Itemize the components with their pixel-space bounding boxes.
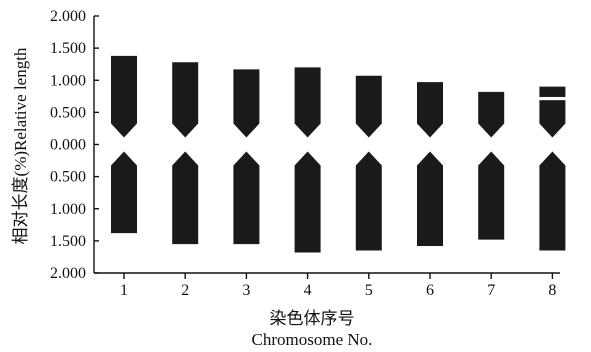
y-tick-label: 1.500: [50, 233, 86, 250]
chromosome-bars: [111, 55, 567, 253]
x-axis-title-cn: 染色体序号: [270, 309, 355, 328]
y-tick-label: 1.500: [50, 40, 86, 57]
chromosome-short-arm: [294, 67, 321, 138]
y-axis-title: 相对长度(%)Relative length: [11, 47, 30, 244]
x-tick-label: 6: [426, 282, 434, 299]
chromosome-short-arm: [417, 82, 443, 138]
x-tick-label: 4: [304, 282, 312, 299]
chromosome-short-arm: [539, 86, 566, 138]
x-axis-title-en: Chromosome No.: [252, 330, 373, 349]
y-tick-label: 1.000: [50, 72, 86, 89]
x-tick-label: 3: [242, 282, 250, 299]
x-tick-label: 1: [120, 282, 128, 299]
chromosome-long-arm: [355, 151, 382, 251]
y-axis-ticks: 2.000 1.500 1.000 0.500 0.000 0.500 1.000 1.500…: [50, 8, 99, 282]
chromosome-long-arm: [294, 151, 321, 253]
x-tick-label: 2: [181, 282, 189, 299]
chromosome-long-arm: [111, 151, 137, 234]
y-tick-label: 2.000: [50, 8, 86, 25]
chromosome-long-arm: [233, 151, 260, 245]
y-tick-label: 1.000: [50, 201, 86, 218]
satellite-constriction: [538, 96, 567, 101]
chromosome-long-arm: [478, 151, 505, 240]
x-axis-ticks: 1 2 3 4 5 6 7 8: [120, 273, 556, 299]
chromosome-short-arm: [478, 91, 505, 138]
chromosome-long-arm: [417, 151, 443, 247]
chromosome-short-arm: [233, 69, 260, 138]
chromosome-long-arm: [172, 151, 199, 245]
chromosome-short-arm: [111, 55, 137, 138]
x-tick-label: 7: [487, 282, 495, 299]
y-tick-label: 0.000: [50, 137, 86, 154]
y-tick-label: 2.000: [50, 265, 86, 282]
y-tick-label: 0.500: [50, 104, 86, 121]
x-tick-label: 8: [548, 282, 556, 299]
y-tick-label: 0.500: [50, 169, 86, 186]
x-tick-label: 5: [365, 282, 373, 299]
chromosome-short-arm: [172, 62, 199, 138]
chromosome-long-arm: [539, 151, 566, 251]
chromosome-short-arm: [355, 75, 382, 138]
